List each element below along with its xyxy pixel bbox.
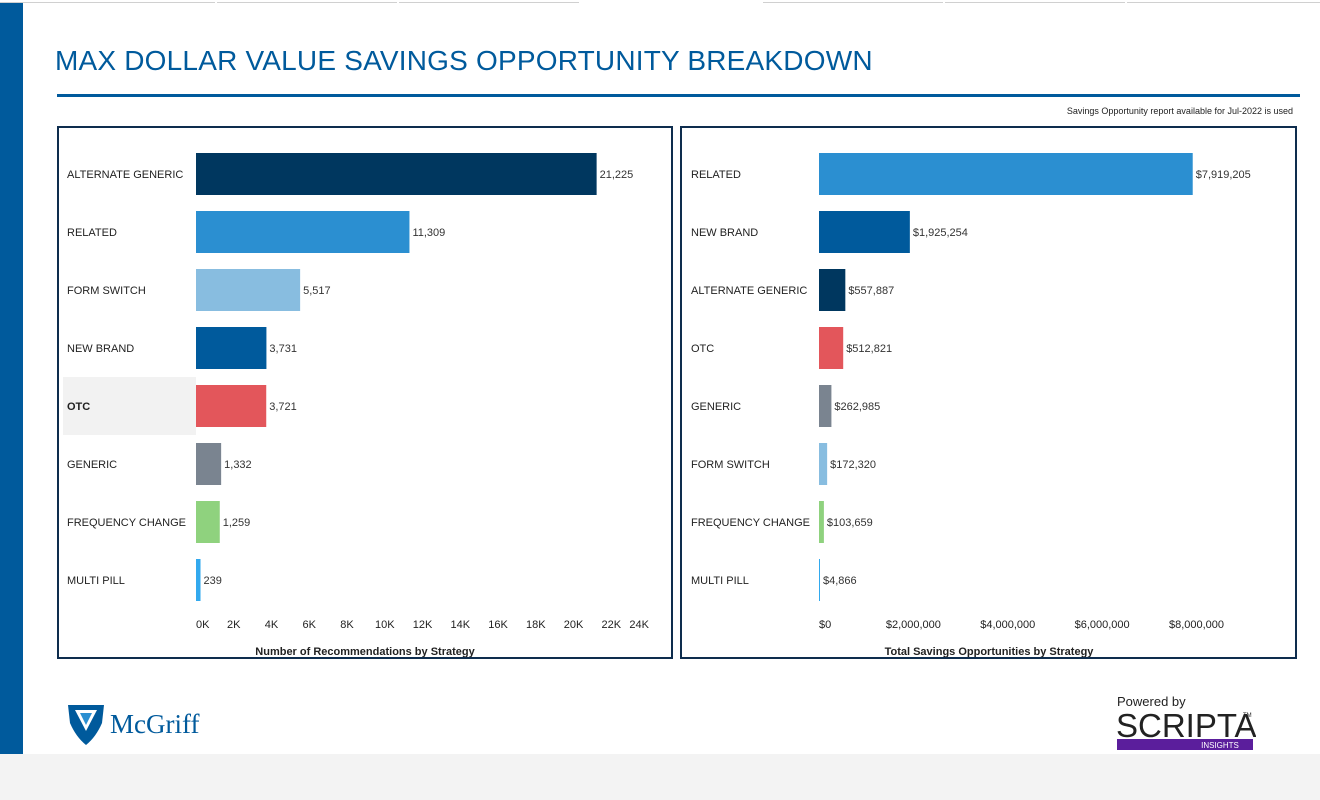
data-label: 3,721 (269, 401, 297, 413)
bar (196, 153, 597, 195)
category-label: FREQUENCY CHANGE (67, 517, 186, 529)
data-label: $1,925,254 (913, 227, 968, 239)
x-tick-label: 4K (265, 619, 279, 631)
bar (819, 327, 844, 369)
top-strip-segment (217, 0, 397, 3)
bar (819, 211, 910, 253)
category-label: OTC (691, 343, 714, 355)
category-label: OTC (67, 401, 90, 413)
scripta-insights: INSIGHTS (1201, 741, 1239, 750)
x-tick-label: 20K (564, 619, 584, 631)
mcgriff-wordmark: McGriff (110, 709, 199, 739)
category-label: GENERIC (691, 401, 741, 413)
mcgriff-logo: McGriff (68, 705, 199, 745)
x-tick-label: $6,000,000 (1075, 619, 1130, 631)
x-axis-title: Number of Recommendations by Strategy (255, 646, 475, 657)
bar (819, 153, 1193, 195)
x-tick-label: 8K (340, 619, 354, 631)
footer-area (0, 754, 1320, 800)
scripta-trademark: TM (1243, 713, 1252, 719)
bar (819, 385, 832, 427)
x-tick-label: $0 (819, 619, 831, 631)
x-tick-label: 2K (227, 619, 241, 631)
bar (196, 501, 220, 543)
data-label: 3,731 (269, 343, 297, 355)
title-underline (57, 94, 1300, 97)
category-label: FORM SWITCH (691, 459, 770, 471)
category-label: RELATED (67, 227, 117, 239)
data-label: 5,517 (303, 285, 331, 297)
scripta-banner (1117, 739, 1253, 750)
data-label: $557,887 (848, 285, 894, 297)
x-tick-label: 22K (601, 619, 621, 631)
bar (196, 385, 267, 427)
data-label: $103,659 (827, 517, 873, 529)
category-label: ALTERNATE GENERIC (691, 285, 807, 297)
category-label: ALTERNATE GENERIC (67, 169, 183, 181)
top-strip-segment (1127, 0, 1320, 3)
data-label: $512,821 (846, 343, 892, 355)
report-slide: MAX DOLLAR VALUE SAVINGS OPPORTUNITY BRE… (0, 3, 1320, 754)
data-label: $7,919,205 (1196, 169, 1251, 181)
bar (196, 269, 301, 311)
bar (196, 211, 410, 253)
x-tick-label: 14K (450, 619, 470, 631)
category-label: MULTI PILL (67, 575, 125, 587)
bar (196, 559, 201, 601)
brand-side-bar (0, 3, 23, 754)
bar (819, 559, 820, 601)
top-strip-segment (0, 0, 215, 3)
x-tick-label: $2,000,000 (886, 619, 941, 631)
data-label: 11,309 (412, 227, 445, 239)
x-tick-label: 16K (488, 619, 508, 631)
x-axis-title: Total Savings Opportunities by Strategy (885, 646, 1095, 657)
data-label: $172,320 (830, 459, 876, 471)
highlighted-row-background (63, 377, 196, 435)
data-label: $262,985 (834, 401, 880, 413)
category-label: GENERIC (67, 459, 117, 471)
scripta-powered-by: Powered by (1117, 694, 1186, 709)
page-title: MAX DOLLAR VALUE SAVINGS OPPORTUNITY BRE… (55, 45, 873, 76)
recommendations-chart-panel: ALTERNATE GENERIC 21,225 RELATED 11,309 FORM… (57, 126, 673, 659)
bar (196, 443, 222, 485)
scripta-logo: Powered by SCRIPTA TM INSIGHTS (1116, 694, 1256, 750)
x-tick-label: $8,000,000 (1169, 619, 1224, 631)
x-tick-label: 10K (375, 619, 395, 631)
x-tick-label: 12K (413, 619, 433, 631)
report-note: Savings Opportunity report available for… (1066, 106, 1293, 116)
x-tick-label: 24K (629, 619, 649, 631)
top-strip-segment (399, 0, 579, 3)
savings-chart-panel: RELATED $7,919,205 NEW BRAND $1,925,254 ALTE… (680, 126, 1297, 659)
bar (819, 269, 846, 311)
x-tick-label: 0K (196, 619, 210, 631)
x-tick-label: 6K (303, 619, 317, 631)
category-label: NEW BRAND (67, 343, 134, 355)
category-label: NEW BRAND (691, 227, 758, 239)
data-label: $4,866 (823, 575, 857, 587)
data-label: 1,259 (223, 517, 251, 529)
top-strip (0, 0, 1320, 3)
data-label: 21,225 (600, 169, 634, 181)
bar (196, 327, 267, 369)
savings-bar-chart: RELATED $7,919,205 NEW BRAND $1,925,254 ALTE… (691, 153, 1251, 657)
bar (819, 501, 824, 543)
category-label: FORM SWITCH (67, 285, 146, 297)
top-strip-segment (763, 0, 943, 3)
data-label: 1,332 (224, 459, 252, 471)
x-tick-label: 18K (526, 619, 546, 631)
scripta-wordmark: SCRIPTA (1116, 707, 1256, 744)
category-label: MULTI PILL (691, 575, 749, 587)
x-tick-label: $4,000,000 (980, 619, 1035, 631)
top-strip-segment (945, 0, 1125, 3)
data-label: 239 (204, 575, 222, 587)
category-label: RELATED (691, 169, 741, 181)
category-label: FREQUENCY CHANGE (691, 517, 810, 529)
recommendations-bar-chart: ALTERNATE GENERIC 21,225 RELATED 11,309 FORM… (63, 153, 650, 657)
bar (819, 443, 828, 485)
